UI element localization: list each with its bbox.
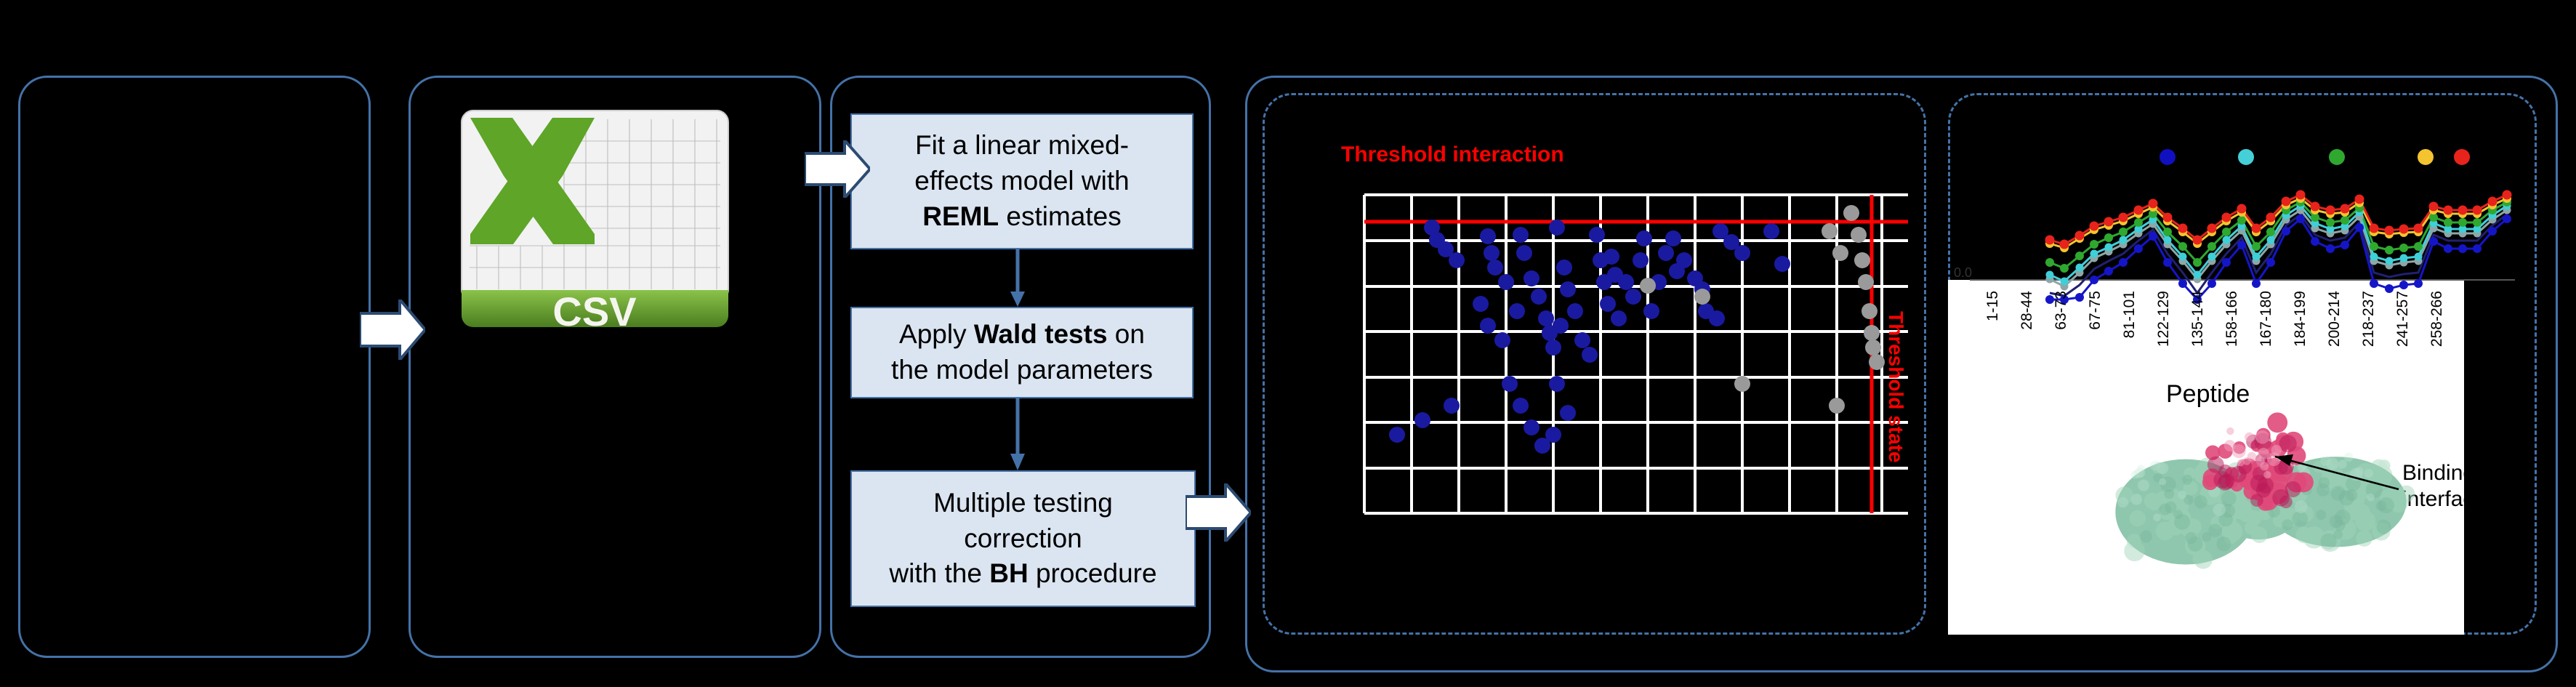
svg-text:Threshold state: Threshold state <box>1885 311 1907 462</box>
svg-text:CSV: CSV <box>552 289 636 334</box>
